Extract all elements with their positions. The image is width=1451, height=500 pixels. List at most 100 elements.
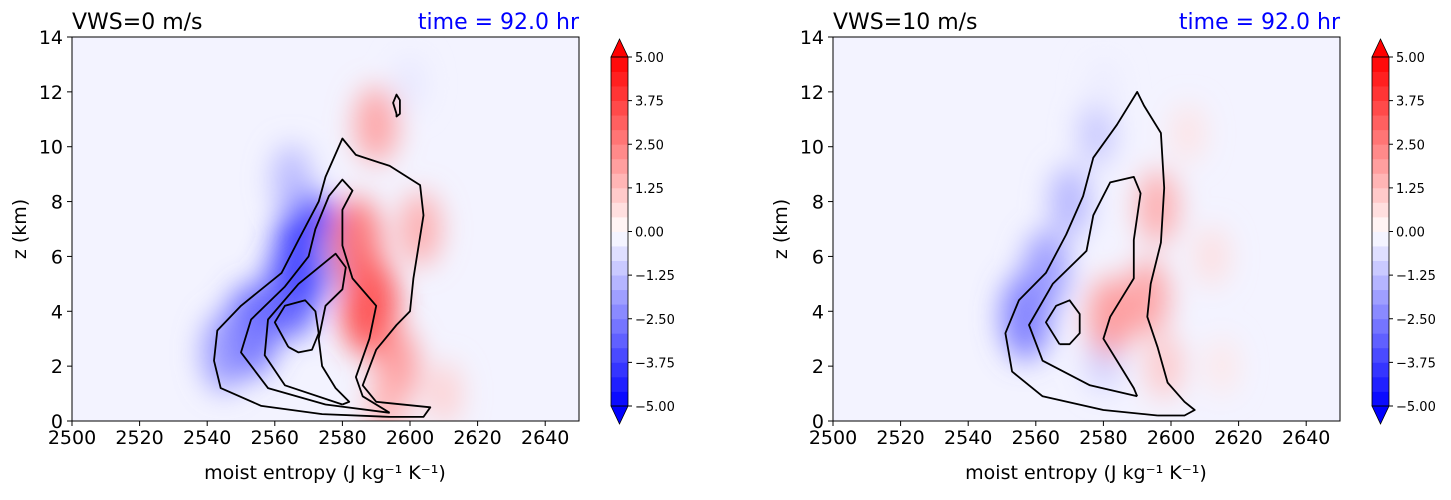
colorbar-band [1372, 275, 1389, 291]
y-tick-label: 6 [812, 246, 824, 268]
y-tick-label: 8 [51, 192, 63, 214]
colorbar-band [1372, 391, 1389, 407]
colorbar-band [611, 347, 628, 363]
x-tick-label: 2520 [115, 427, 163, 449]
colorbar-band [1372, 347, 1389, 363]
colorbar-extend-min [1371, 405, 1390, 425]
colorbar-band [611, 71, 628, 87]
x-tick-label: 2620 [1214, 427, 1262, 449]
colorbar-tick-label: −5.00 [635, 400, 675, 415]
y-axis: 0 2 4 6 8 10 12 14 [39, 27, 72, 433]
colorbar-band [1372, 144, 1389, 160]
colorbar-band [611, 376, 628, 392]
contour-line [392, 93, 401, 118]
colorbar-band [611, 231, 628, 247]
contour-layer [213, 93, 432, 418]
colorbar-band [611, 86, 628, 102]
positive-anomaly-blob [1206, 338, 1238, 395]
shading-layer [201, 55, 462, 421]
panel-title: VWS=10 m/s [833, 10, 978, 35]
x-tick-label: 2580 [1079, 427, 1127, 449]
colorbar-band [611, 100, 628, 116]
y-axis-label: z (km) [9, 199, 31, 259]
x-tick-label: 2600 [386, 427, 434, 449]
positive-anomaly-blob [330, 197, 382, 288]
contour-line [1045, 299, 1081, 346]
y-tick-label: 6 [51, 246, 63, 268]
colorbar-band [1372, 318, 1389, 334]
positive-anomaly-blob [399, 192, 441, 266]
colorbar-band [1372, 246, 1389, 261]
x-tick-label: 2540 [183, 427, 231, 449]
colorbar-band [611, 57, 628, 72]
colorbar-tick-label: 3.75 [635, 95, 664, 110]
colorbar-tick-label: 2.50 [635, 138, 664, 153]
positive-anomaly-blob [366, 372, 406, 421]
colorbar-band [1372, 158, 1389, 174]
colorbar-band [1372, 71, 1389, 87]
colorbar-band [611, 275, 628, 291]
positive-anomaly-blob [1195, 226, 1228, 286]
y-tick-label: 10 [39, 137, 63, 159]
colorbar-band [1372, 129, 1389, 145]
colorbar-band [611, 260, 628, 276]
x-tick-label: 2540 [944, 427, 992, 449]
colorbar-band [1372, 304, 1389, 320]
colorbar-extend-max [1371, 38, 1390, 58]
colorbar-tick-label: −1.25 [635, 269, 675, 284]
colorbar-extend-max [610, 38, 629, 58]
x-tick-label: 2560 [1012, 427, 1060, 449]
time-label: time = 92.0 hr [418, 10, 580, 35]
colorbar-tick-label: −1.25 [1396, 269, 1436, 284]
contour-line [240, 178, 391, 414]
x-tick-label: 2560 [251, 427, 299, 449]
colorbar-tick-label: 0.00 [1396, 226, 1425, 241]
colorbar-band [611, 362, 628, 378]
colorbar-band [1372, 115, 1389, 131]
negative-anomaly-blob [264, 240, 320, 338]
x-tick-label: 2640 [1282, 427, 1330, 449]
y-tick-label: 2 [51, 356, 63, 378]
colorbar-tick-label: 1.25 [635, 182, 664, 197]
colorbar-band [611, 391, 628, 407]
y-tick-label: 0 [812, 411, 824, 433]
x-axis: 2500 2520 2540 2560 2580 2600 2620 2640 [48, 421, 569, 449]
colorbar-band [1372, 202, 1389, 218]
x-axis: 2500 2520 2540 2560 2580 2600 2620 2640 [809, 421, 1330, 449]
y-tick-label: 12 [39, 82, 63, 104]
colorbar-tick-label: −2.50 [635, 313, 675, 328]
colorbar-band [611, 216, 628, 232]
colorbar-band [611, 202, 628, 218]
colorbar-band [1372, 260, 1389, 276]
panel-title: VWS=0 m/s [72, 10, 203, 35]
colorbar-tick-label: −5.00 [1396, 400, 1436, 415]
positive-anomaly-blob [1145, 333, 1183, 399]
contour-line [263, 252, 351, 406]
colorbar-band [1372, 187, 1389, 203]
y-tick-label: 2 [812, 356, 824, 378]
colorbar-extend-min [610, 405, 629, 425]
negative-anomaly-blob [1049, 165, 1090, 238]
y-tick-label: 4 [51, 301, 63, 323]
colorbar-band [1372, 333, 1389, 349]
x-tick-label: 2620 [453, 427, 501, 449]
colorbar-band [611, 246, 628, 261]
colorbar-tick-label: −2.50 [1396, 313, 1436, 328]
colorbar-tick-label: −3.75 [1396, 356, 1436, 371]
contour-line [273, 299, 320, 354]
colorbar-band [1372, 376, 1389, 392]
colorbar-band [611, 115, 628, 131]
y-tick-label: 10 [800, 137, 824, 159]
x-axis-label: moist entropy (J kg⁻¹ K⁻¹) [965, 462, 1207, 484]
time-label: time = 92.0 hr [1179, 10, 1341, 35]
colorbar-band [1372, 231, 1389, 247]
x-tick-label: 2500 [48, 427, 96, 449]
colorbar-band [611, 173, 628, 189]
y-tick-label: 4 [812, 301, 824, 323]
contour-line [1028, 176, 1142, 398]
colorbar-tick-label: −3.75 [635, 356, 675, 371]
colorbar-tick-label: 3.75 [1396, 95, 1425, 110]
positive-anomaly-blob [426, 362, 462, 421]
contour-layer [1004, 91, 1196, 417]
